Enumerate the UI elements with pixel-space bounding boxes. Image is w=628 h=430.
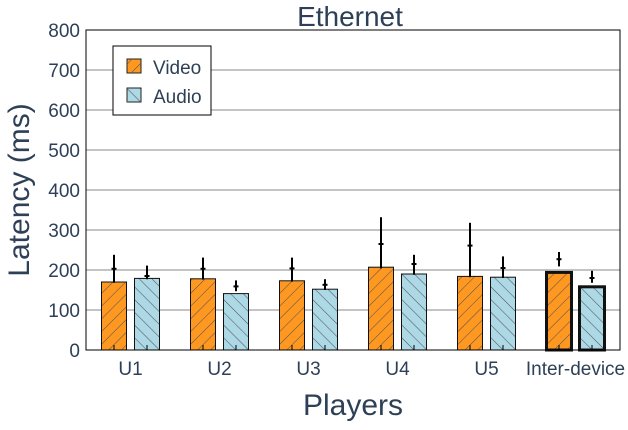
y-tick-label: 500 bbox=[48, 141, 80, 162]
bar-hatch-video bbox=[101, 281, 127, 351]
bar-hatch-audio bbox=[401, 273, 427, 351]
bar-hatch-audio bbox=[312, 288, 338, 351]
bar-hatch-video bbox=[545, 270, 573, 352]
legend: Video Audio bbox=[112, 45, 212, 116]
plot-frame bbox=[85, 29, 621, 351]
y-tick-label: 600 bbox=[48, 101, 80, 122]
y-tick-label: 0 bbox=[69, 341, 80, 362]
bar-hatch-audio bbox=[490, 276, 516, 351]
chart-title: Ethernet bbox=[297, 1, 403, 32]
x-tick-label: U5 bbox=[474, 359, 498, 380]
x-tick-label: U4 bbox=[385, 359, 410, 380]
legend-swatch-video-hatch bbox=[127, 59, 141, 73]
y-tick-label: 800 bbox=[48, 21, 80, 42]
axes: 0 100 200 300 400 500 600 700 800 U1 U2 U3 U4 U5 Inter… bbox=[48, 21, 625, 380]
legend-box bbox=[112, 45, 212, 116]
y-tick-label: 300 bbox=[48, 221, 80, 242]
bar-hatch-audio bbox=[134, 277, 160, 351]
legend-swatch-audio-hatch bbox=[127, 88, 141, 102]
y-tick-label: 400 bbox=[48, 181, 80, 202]
y-tick-label: 700 bbox=[48, 61, 80, 82]
y-axis-label: Latency (ms) bbox=[3, 103, 36, 276]
x-tick-label: U1 bbox=[118, 359, 142, 380]
x-axis-label: Players bbox=[303, 389, 403, 422]
bar-hatch-video bbox=[368, 266, 394, 351]
y-tick-label: 200 bbox=[48, 261, 80, 282]
legend-label-video: Video bbox=[153, 58, 201, 79]
bars bbox=[101, 217, 606, 352]
bar-hatch-video bbox=[190, 278, 216, 351]
x-tick-label: U3 bbox=[296, 359, 320, 380]
legend-label-audio: Audio bbox=[153, 87, 202, 108]
x-tick-label: Inter-device bbox=[526, 359, 625, 380]
y-tick-label: 100 bbox=[48, 301, 80, 322]
x-tick-label: U2 bbox=[207, 359, 231, 380]
bar-hatch-audio bbox=[578, 285, 606, 352]
bar-hatch-video bbox=[279, 280, 305, 351]
bar-hatch-video bbox=[457, 275, 483, 351]
bar-hatch-audio bbox=[223, 293, 249, 351]
